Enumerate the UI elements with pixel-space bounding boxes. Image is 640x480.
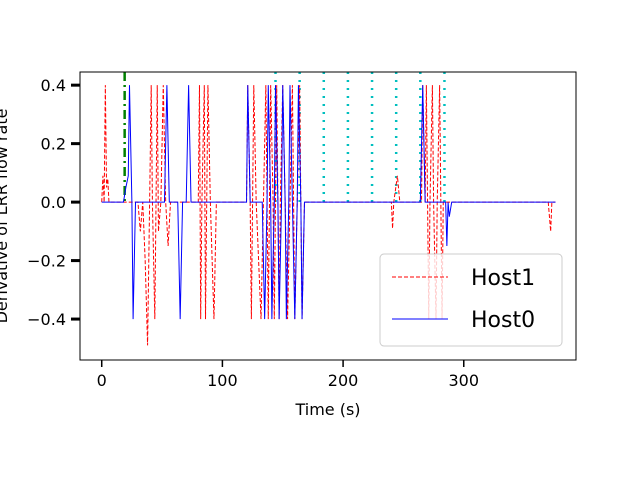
series-line-host0	[101, 85, 556, 320]
x-tick-label: 300	[448, 371, 479, 390]
x-axis: 0 100 200 300	[97, 360, 479, 390]
y-axis: 0.4 0.2 0.0 −0.2 −0.4	[27, 76, 80, 329]
x-tick-label: 100	[207, 371, 238, 390]
legend-label-host0: Host0	[471, 308, 535, 333]
y-axis-label: Derivative of LRR flow rate	[0, 109, 11, 324]
legend: Host1 Host0	[379, 253, 563, 347]
x-axis-label: Time (s)	[294, 400, 360, 419]
legend-label-host1: Host1	[471, 266, 535, 291]
x-tick-label: 0	[97, 371, 107, 390]
series-line-host1	[101, 85, 556, 346]
plot-frame	[79, 71, 577, 361]
x-tick-label: 200	[328, 371, 359, 390]
y-tick-label: 0.0	[41, 193, 66, 212]
y-tick-label: 0.2	[41, 135, 66, 154]
series-lines	[101, 85, 556, 346]
y-tick-label: −0.2	[27, 252, 66, 271]
y-tick-label: −0.4	[27, 310, 66, 329]
y-tick-label: 0.4	[41, 76, 66, 95]
